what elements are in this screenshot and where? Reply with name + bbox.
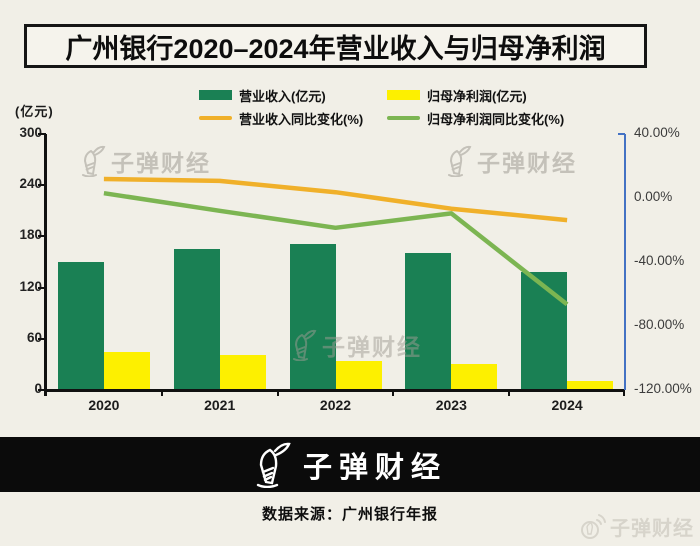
netprofit-bar [451,364,498,390]
bullet-watermark-icon [448,145,472,177]
left-axis-tick-label: 300 [19,125,42,140]
watermark-text: 子弹财经 [477,150,577,176]
netprofit-bar [103,351,150,390]
netprofit-bar [219,355,266,390]
legend-label: 营业收入(亿元) [239,88,326,104]
left-axis-tick-label: 240 [19,176,42,192]
left-axis-tick-label: 180 [19,227,42,243]
watermark-top-right: 子弹财经 [446,144,577,178]
right-axis-tick-label: -40.00% [634,253,685,268]
left-axis-tick-mark [38,337,46,340]
x-axis-tick-mark [623,390,625,396]
right-axis-tick-label: -80.00% [634,317,685,332]
legend-item-revenue: 营业收入(亿元) [199,87,326,104]
chart-title-box: 广州银行2020–2024年营业收入与归母净利润 [24,24,647,68]
legend-item-netprofit: 归母净利润(亿元) [387,87,527,104]
legend-label: 营业收入同比变化(%) [239,111,364,127]
revenue-bar [289,243,336,390]
left-axis-tick-mark [38,286,46,289]
x-axis-tick-mark [160,390,163,396]
netprofit-bar [567,381,614,390]
right-axis-tick-label: -120.00% [634,381,692,396]
netprofit-bar [335,361,382,390]
left-axis-tick-label: 0 [8,381,42,396]
left-axis-tick-mark [38,389,46,391]
right-axis-tick-mark [618,133,625,135]
corner-watermark-text: 子弹财经 [610,518,694,540]
x-axis-category-label: 2021 [204,397,236,413]
legend-swatch-revenue-bar [199,90,232,100]
legend-swatch-netprofit-yoy-line [387,116,420,120]
brand-name: 子弹财经 [302,451,447,484]
legend-item-revenue-yoy: 营业收入同比变化(%) [199,110,364,127]
watermark-top-left: 子弹财经 [80,144,211,178]
revenue-yoy-line [103,176,568,223]
corner-watermark: 子弹财经 [580,512,694,541]
revenue-bar [521,272,568,390]
left-axis-tick-label: 60 [26,329,42,345]
left-axis-line [44,134,47,396]
x-axis-category-label: 2024 [551,397,583,413]
data-source-note: 数据来源：广州银行年报 [261,506,438,523]
right-axis-tick-label: 40.00% [634,125,680,140]
bullet-circle-watermark-icon [581,513,606,539]
revenue-bar [173,248,220,390]
watermark-center: 子弹财经 [291,328,422,362]
left-axis-unit-label: (亿元) [15,104,54,119]
x-axis-tick-mark [508,390,511,396]
x-axis-category-label: 2020 [88,397,120,413]
bullet-watermark-icon [82,145,106,177]
right-axis-line [624,134,626,390]
bullet-watermark-icon [293,329,317,361]
left-axis-tick-mark [38,235,46,238]
x-axis-tick-mark [276,390,279,396]
left-axis-tick-mark [38,133,46,135]
brand-banner: 子弹财经 [0,437,700,492]
x-axis-category-label: 2022 [319,397,352,413]
legend-item-netprofit-yoy: 归母净利润同比变化(%) [387,110,565,127]
x-axis-category-label: 2023 [435,397,467,413]
left-axis-tick-mark [38,184,46,187]
legend-swatch-netprofit-bar [387,90,420,100]
legend-label: 归母净利润同比变化(%) [427,111,565,127]
x-axis-tick-mark [392,390,395,396]
legend-label: 归母净利润(亿元) [427,88,527,104]
legend-swatch-revenue-yoy-line [199,116,232,120]
bullet-logo-icon [256,442,291,488]
chart-title: 广州银行2020–2024年营业收入与归母净利润 [65,33,606,64]
watermark-text: 子弹财经 [111,150,211,176]
watermark-text: 子弹财经 [322,334,422,360]
revenue-bar [405,253,452,390]
right-axis-tick-label: 0.00% [634,189,673,204]
x-axis-line [44,389,625,392]
revenue-bar [57,262,104,390]
left-axis-tick-label: 120 [19,278,42,294]
